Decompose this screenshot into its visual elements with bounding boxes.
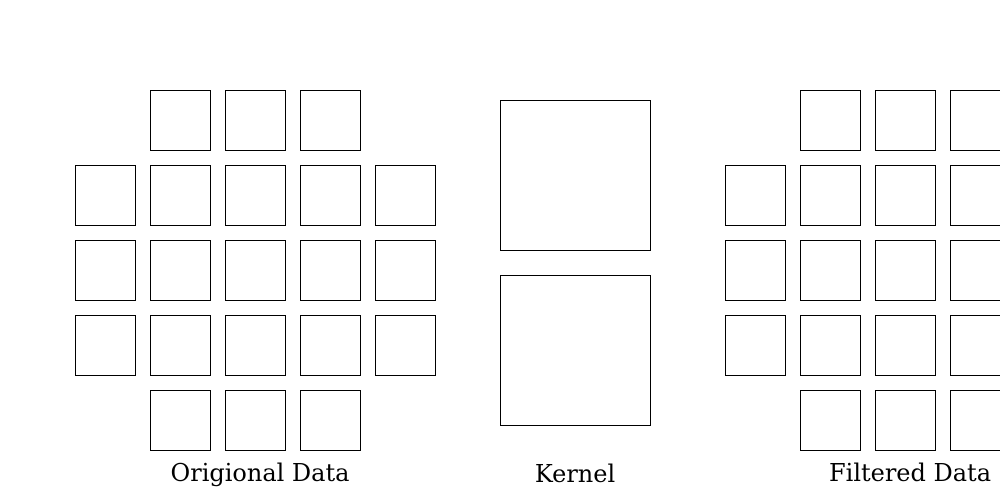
original-data-cell-r2-c4	[375, 240, 436, 301]
original-data-cell-r1-c1	[150, 165, 211, 226]
original-data-grid	[75, 90, 436, 451]
filtered-data-cell-r3-c1	[800, 315, 861, 376]
original-data-cell-r2-c3	[300, 240, 361, 301]
original-data-cell-r0-c3	[300, 90, 361, 151]
filtered-data-cell-r2-c1	[800, 240, 861, 301]
filtered-data-cell-r2-c3	[950, 240, 1000, 301]
original-data-cell-r4-c2	[225, 390, 286, 451]
filtered-data-cell-r3-c2	[875, 315, 936, 376]
filtered-data-cell-r1-c3	[950, 165, 1000, 226]
original-data-cell-r3-c0	[75, 315, 136, 376]
filtered-data-cell-r2-c2	[875, 240, 936, 301]
original-data-cell-r3-c2	[225, 315, 286, 376]
original-data-cell-r1-c3	[300, 165, 361, 226]
filtered-data-cell-r1-c0	[725, 165, 786, 226]
filtered-data-cell-r0-c1	[800, 90, 861, 151]
original-data-cell-r3-c1	[150, 315, 211, 376]
kernel-cell-0	[500, 100, 651, 251]
filtered-data-cell-r4-c1	[800, 390, 861, 451]
original-data-cell-r0-c2	[225, 90, 286, 151]
filtered-data-cell-r4-c2	[875, 390, 936, 451]
filtered-data-grid	[725, 90, 1000, 451]
kernel-grid	[500, 100, 651, 426]
original-data-cell-r0-c1	[150, 90, 211, 151]
filtered-data-cell-r3-c3	[950, 315, 1000, 376]
kernel-cell-1	[500, 275, 651, 426]
original-data-cell-r1-c2	[225, 165, 286, 226]
filtered-data-cell-r0-c2	[875, 90, 936, 151]
filtered-data-label: Filtered Data	[829, 459, 991, 487]
original-data-cell-r1-c0	[75, 165, 136, 226]
original-data-cell-r1-c4	[375, 165, 436, 226]
filtered-data-cell-r4-c3	[950, 390, 1000, 451]
filtered-data-cell-r1-c1	[800, 165, 861, 226]
original-data-label: Origional Data	[171, 459, 350, 487]
kernel-label: Kernel	[535, 460, 615, 488]
original-data-cell-r2-c0	[75, 240, 136, 301]
filtered-data-cell-r0-c3	[950, 90, 1000, 151]
original-data-cell-r2-c1	[150, 240, 211, 301]
filtered-data-cell-r3-c0	[725, 315, 786, 376]
original-data-cell-r3-c4	[375, 315, 436, 376]
original-data-cell-r2-c2	[225, 240, 286, 301]
original-data-cell-r3-c3	[300, 315, 361, 376]
filtered-data-cell-r1-c2	[875, 165, 936, 226]
original-data-cell-r4-c3	[300, 390, 361, 451]
filtered-data-cell-r2-c0	[725, 240, 786, 301]
original-data-cell-r4-c1	[150, 390, 211, 451]
